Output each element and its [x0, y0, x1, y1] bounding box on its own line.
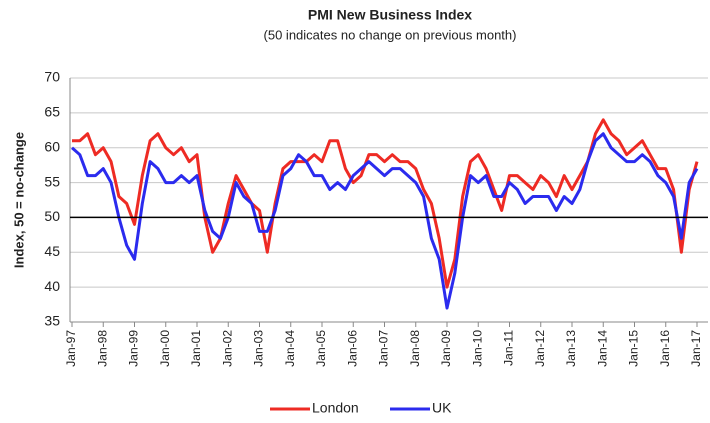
x-tick-label: Jan-08 [408, 330, 422, 367]
x-tick-label: Jan-14 [595, 330, 609, 367]
x-tick-label: Jan-02 [220, 330, 234, 367]
x-tick-label: Jan-07 [377, 330, 391, 367]
x-tick-label: Jan-06 [345, 330, 359, 367]
x-tick-label: Jan-17 [689, 330, 703, 367]
x-tick-label: Jan-11 [502, 330, 516, 366]
x-tick-label: Jan-03 [252, 330, 266, 367]
x-tick-label: Jan-97 [64, 330, 78, 367]
x-tick-label: Jan-15 [627, 330, 641, 367]
y-tick-label: 40 [44, 278, 60, 294]
y-tick-label: 50 [44, 208, 60, 224]
chart-subtitle: (50 indicates no change on previous mont… [264, 27, 517, 42]
x-tick-label: Jan-09 [439, 330, 453, 367]
x-tick-label: Jan-99 [127, 330, 141, 367]
y-tick-label: 35 [44, 313, 60, 329]
x-tick-label: Jan-13 [564, 330, 578, 367]
chart-title: PMI New Business Index [308, 7, 472, 23]
x-tick-label: Jan-04 [283, 330, 297, 367]
y-tick-label: 60 [44, 138, 60, 154]
x-tick-label: Jan-16 [658, 330, 672, 367]
y-axis-label: Index, 50 = no-change [11, 132, 26, 268]
legend-label: London [312, 400, 359, 416]
x-tick-label: Jan-00 [158, 330, 172, 367]
line-series [72, 118, 699, 289]
x-tick-label: Jan-12 [533, 330, 547, 367]
y-tick-label: 45 [44, 243, 60, 259]
x-tick-label: Jan-98 [95, 330, 109, 367]
x-tick-label: Jan-01 [189, 330, 203, 367]
x-tick-label: Jan-10 [470, 330, 484, 367]
y-tick-label: 65 [44, 104, 60, 120]
line-series [71, 132, 699, 310]
y-tick-label: 70 [44, 69, 60, 85]
x-tick-label: Jan-05 [314, 330, 328, 367]
y-tick-label: 55 [44, 173, 60, 189]
legend-label: UK [432, 400, 452, 416]
